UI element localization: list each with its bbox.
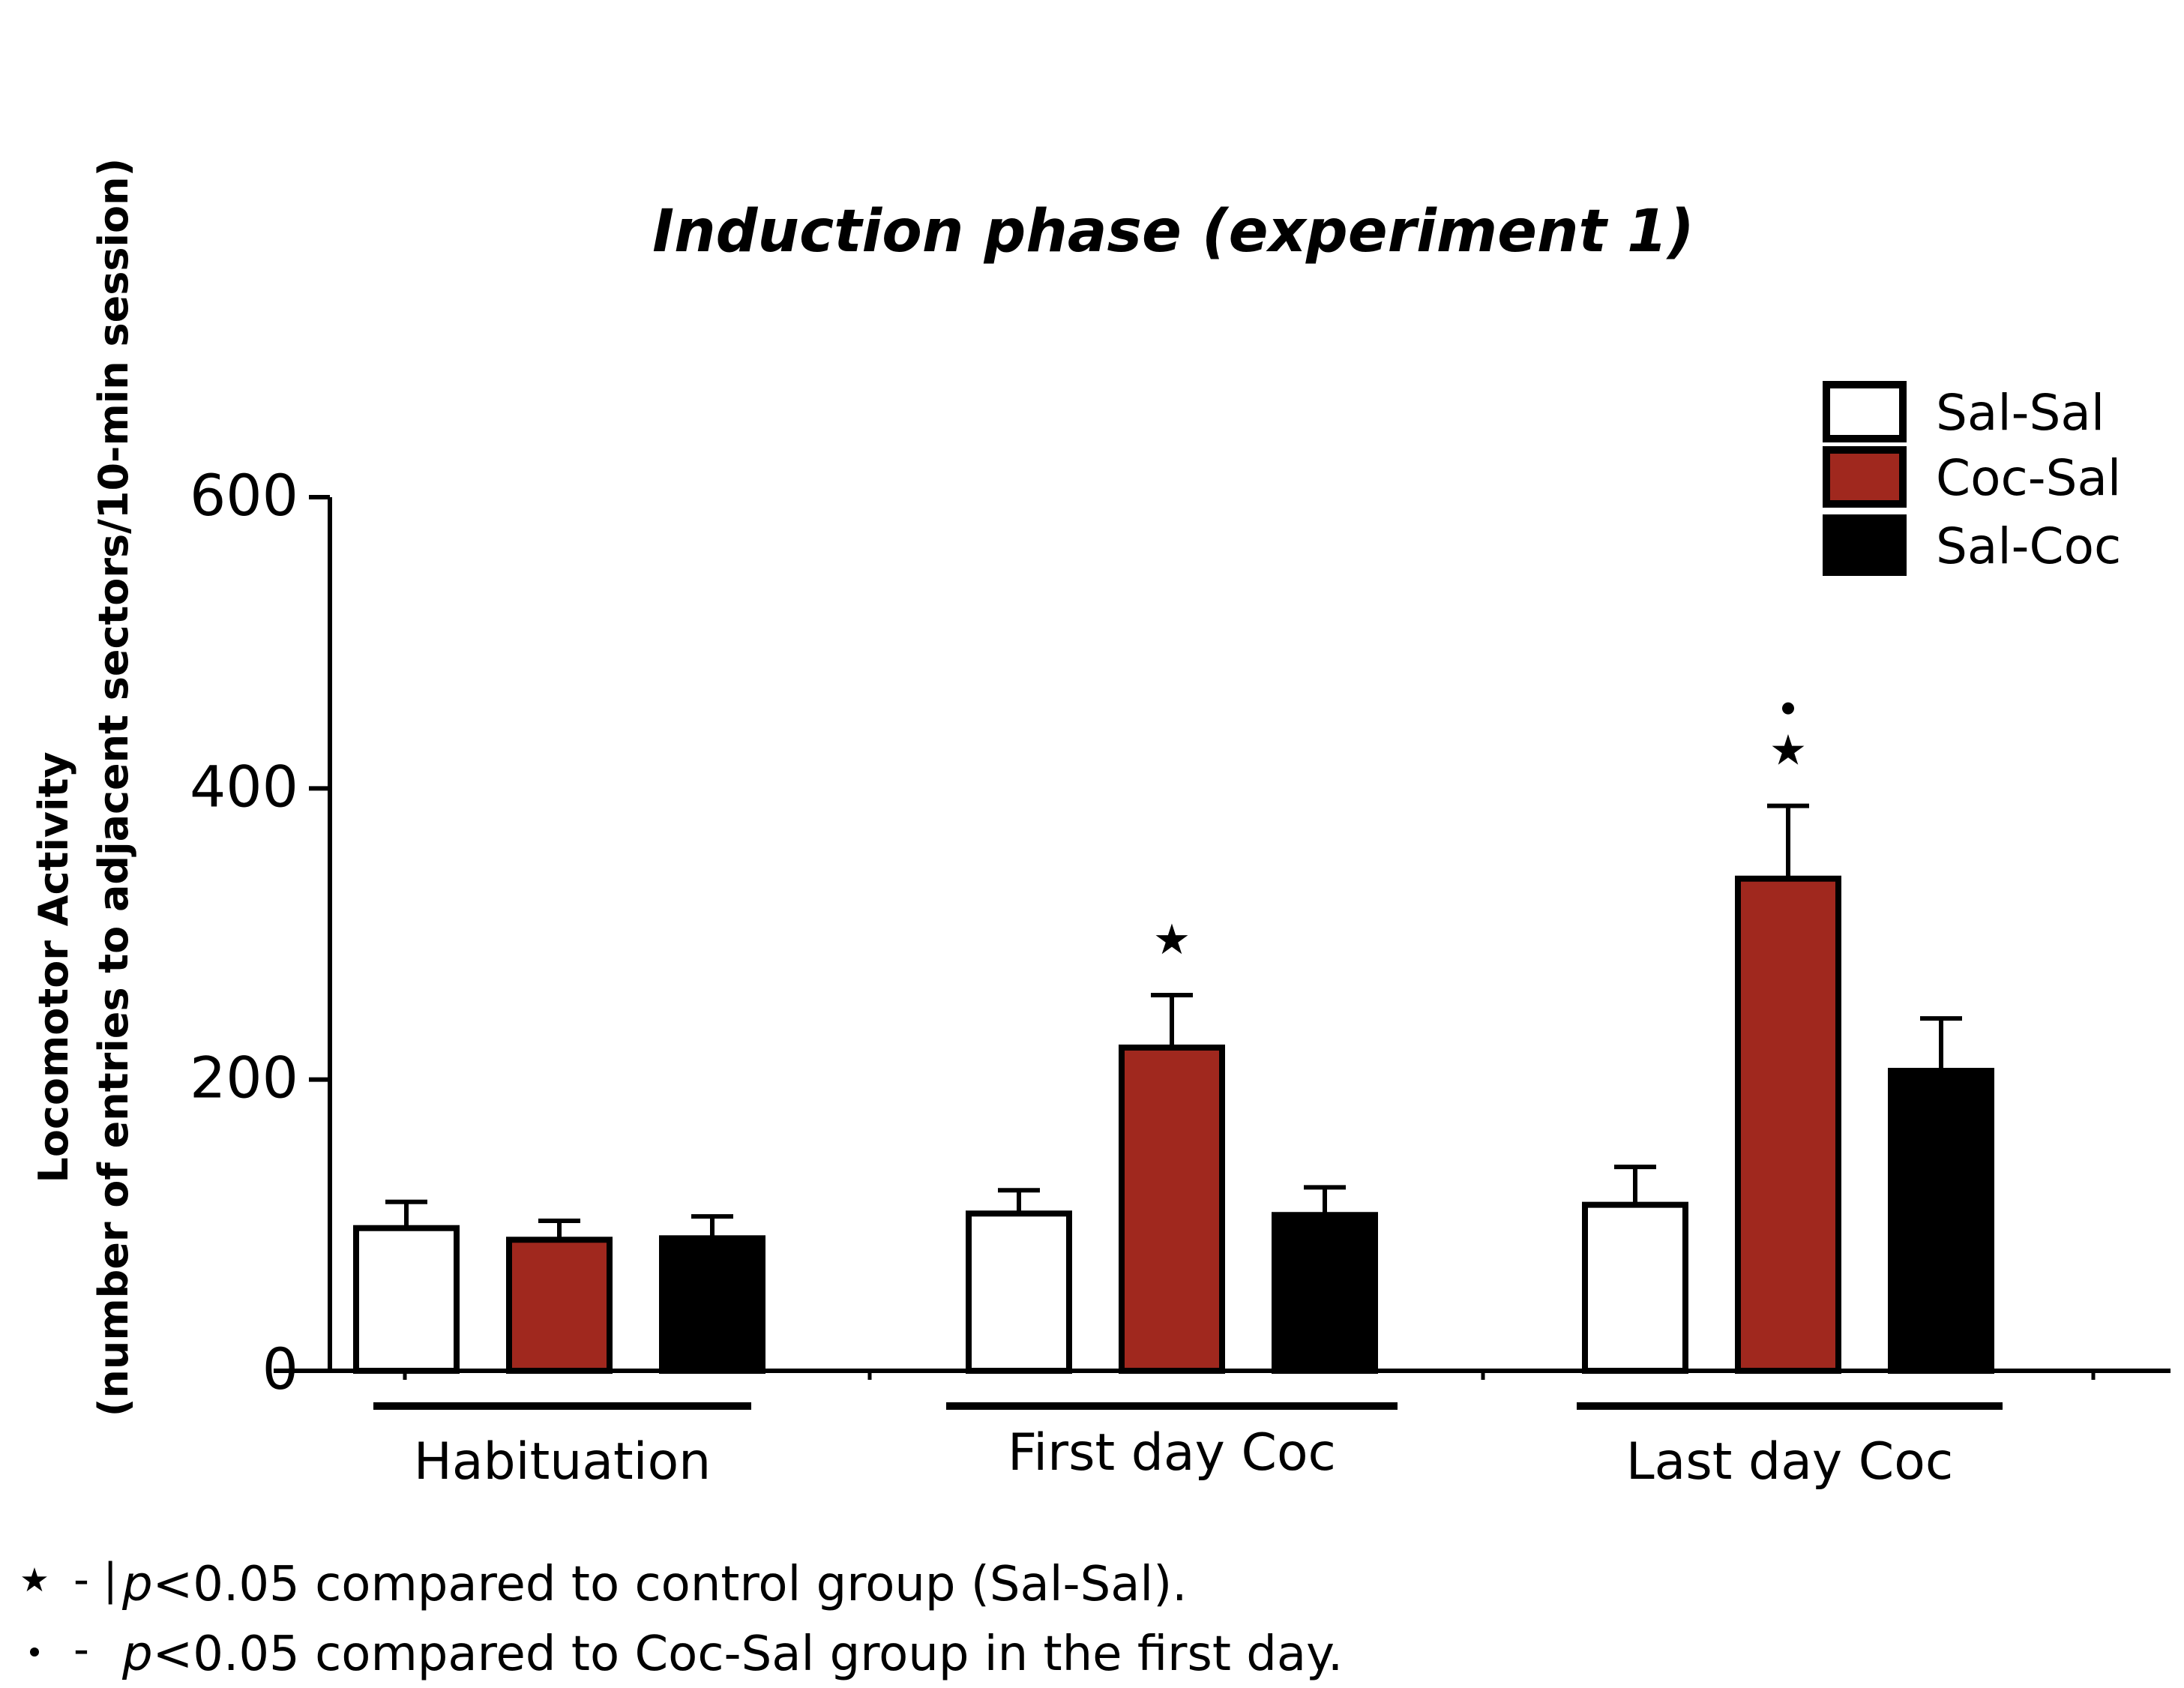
y-tick-label: 400 — [190, 753, 298, 820]
significance-dot — [1782, 702, 1794, 715]
footnote-dash: - | — [73, 1554, 118, 1605]
bar-coc-sal — [1735, 875, 1841, 1374]
bar-coc-sal — [506, 1237, 613, 1374]
bar-sal-coc — [659, 1235, 765, 1375]
legend: Sal-Sal Coc-Sal Sal-Coc — [1823, 381, 2121, 576]
bar-sal-coc — [1888, 1068, 1994, 1375]
y-tick-label: 600 — [190, 462, 298, 529]
bar-sal-coc — [1272, 1212, 1378, 1375]
footnote-text: p<0.05 compared to Coc-Sal group in the … — [121, 1627, 1343, 1682]
bar-sal-sal — [353, 1225, 460, 1375]
group-underlines: Habituation First day Coc Last day Coc — [373, 1402, 2003, 1492]
footnote-star: ★ — [19, 1561, 49, 1600]
footnote-body: <0.05 compared to control group (Sal-Sal… — [153, 1557, 1188, 1612]
significance-markers: ★★ — [1153, 702, 1807, 964]
y-axis-label-line2: (number of entries to adjacent sectors/1… — [90, 158, 137, 1417]
chart-title: Induction phase (experiment 1) — [652, 198, 1694, 265]
footnote-text: p<0.05 compared to control group (Sal-Sa… — [121, 1557, 1188, 1612]
significance-star: ★ — [1153, 916, 1191, 964]
legend-swatch-coc-sal — [1823, 446, 1907, 508]
legend-label: Sal-Coc — [1936, 517, 2121, 575]
footnote-dot — [30, 1648, 39, 1657]
legend-swatch-sal-sal — [1823, 381, 1907, 442]
bar-sal-sal — [966, 1210, 1072, 1375]
y-axis-label: Locomotor Activity (number of entries to… — [30, 158, 137, 1417]
significance-star: ★ — [1769, 727, 1807, 775]
x-category-label: First day Coc — [1008, 1423, 1336, 1483]
y-tick-label: 0 — [262, 1336, 298, 1402]
footnote-p: p — [121, 1627, 153, 1682]
x-category-label: Last day Coc — [1626, 1432, 1953, 1492]
legend-label: Coc-Sal — [1936, 449, 2121, 507]
legend-swatch-sal-coc — [1823, 514, 1907, 576]
footnote-p: p — [121, 1557, 153, 1612]
footnote-body: <0.05 compared to Coc-Sal group in the f… — [153, 1627, 1344, 1682]
y-axis-label-line1: Locomotor Activity — [30, 751, 77, 1183]
footnotes: ★ - | p<0.05 compared to control group (Sa… — [19, 1554, 1343, 1682]
bar-coc-sal — [1119, 1044, 1225, 1374]
bars — [353, 803, 1994, 1375]
legend-label: Sal-Sal — [1936, 384, 2105, 442]
footnote-dash: - — [73, 1624, 89, 1675]
bar-sal-sal — [1582, 1201, 1688, 1375]
y-tick-label: 200 — [190, 1045, 298, 1111]
x-category-label: Habituation — [414, 1432, 712, 1492]
